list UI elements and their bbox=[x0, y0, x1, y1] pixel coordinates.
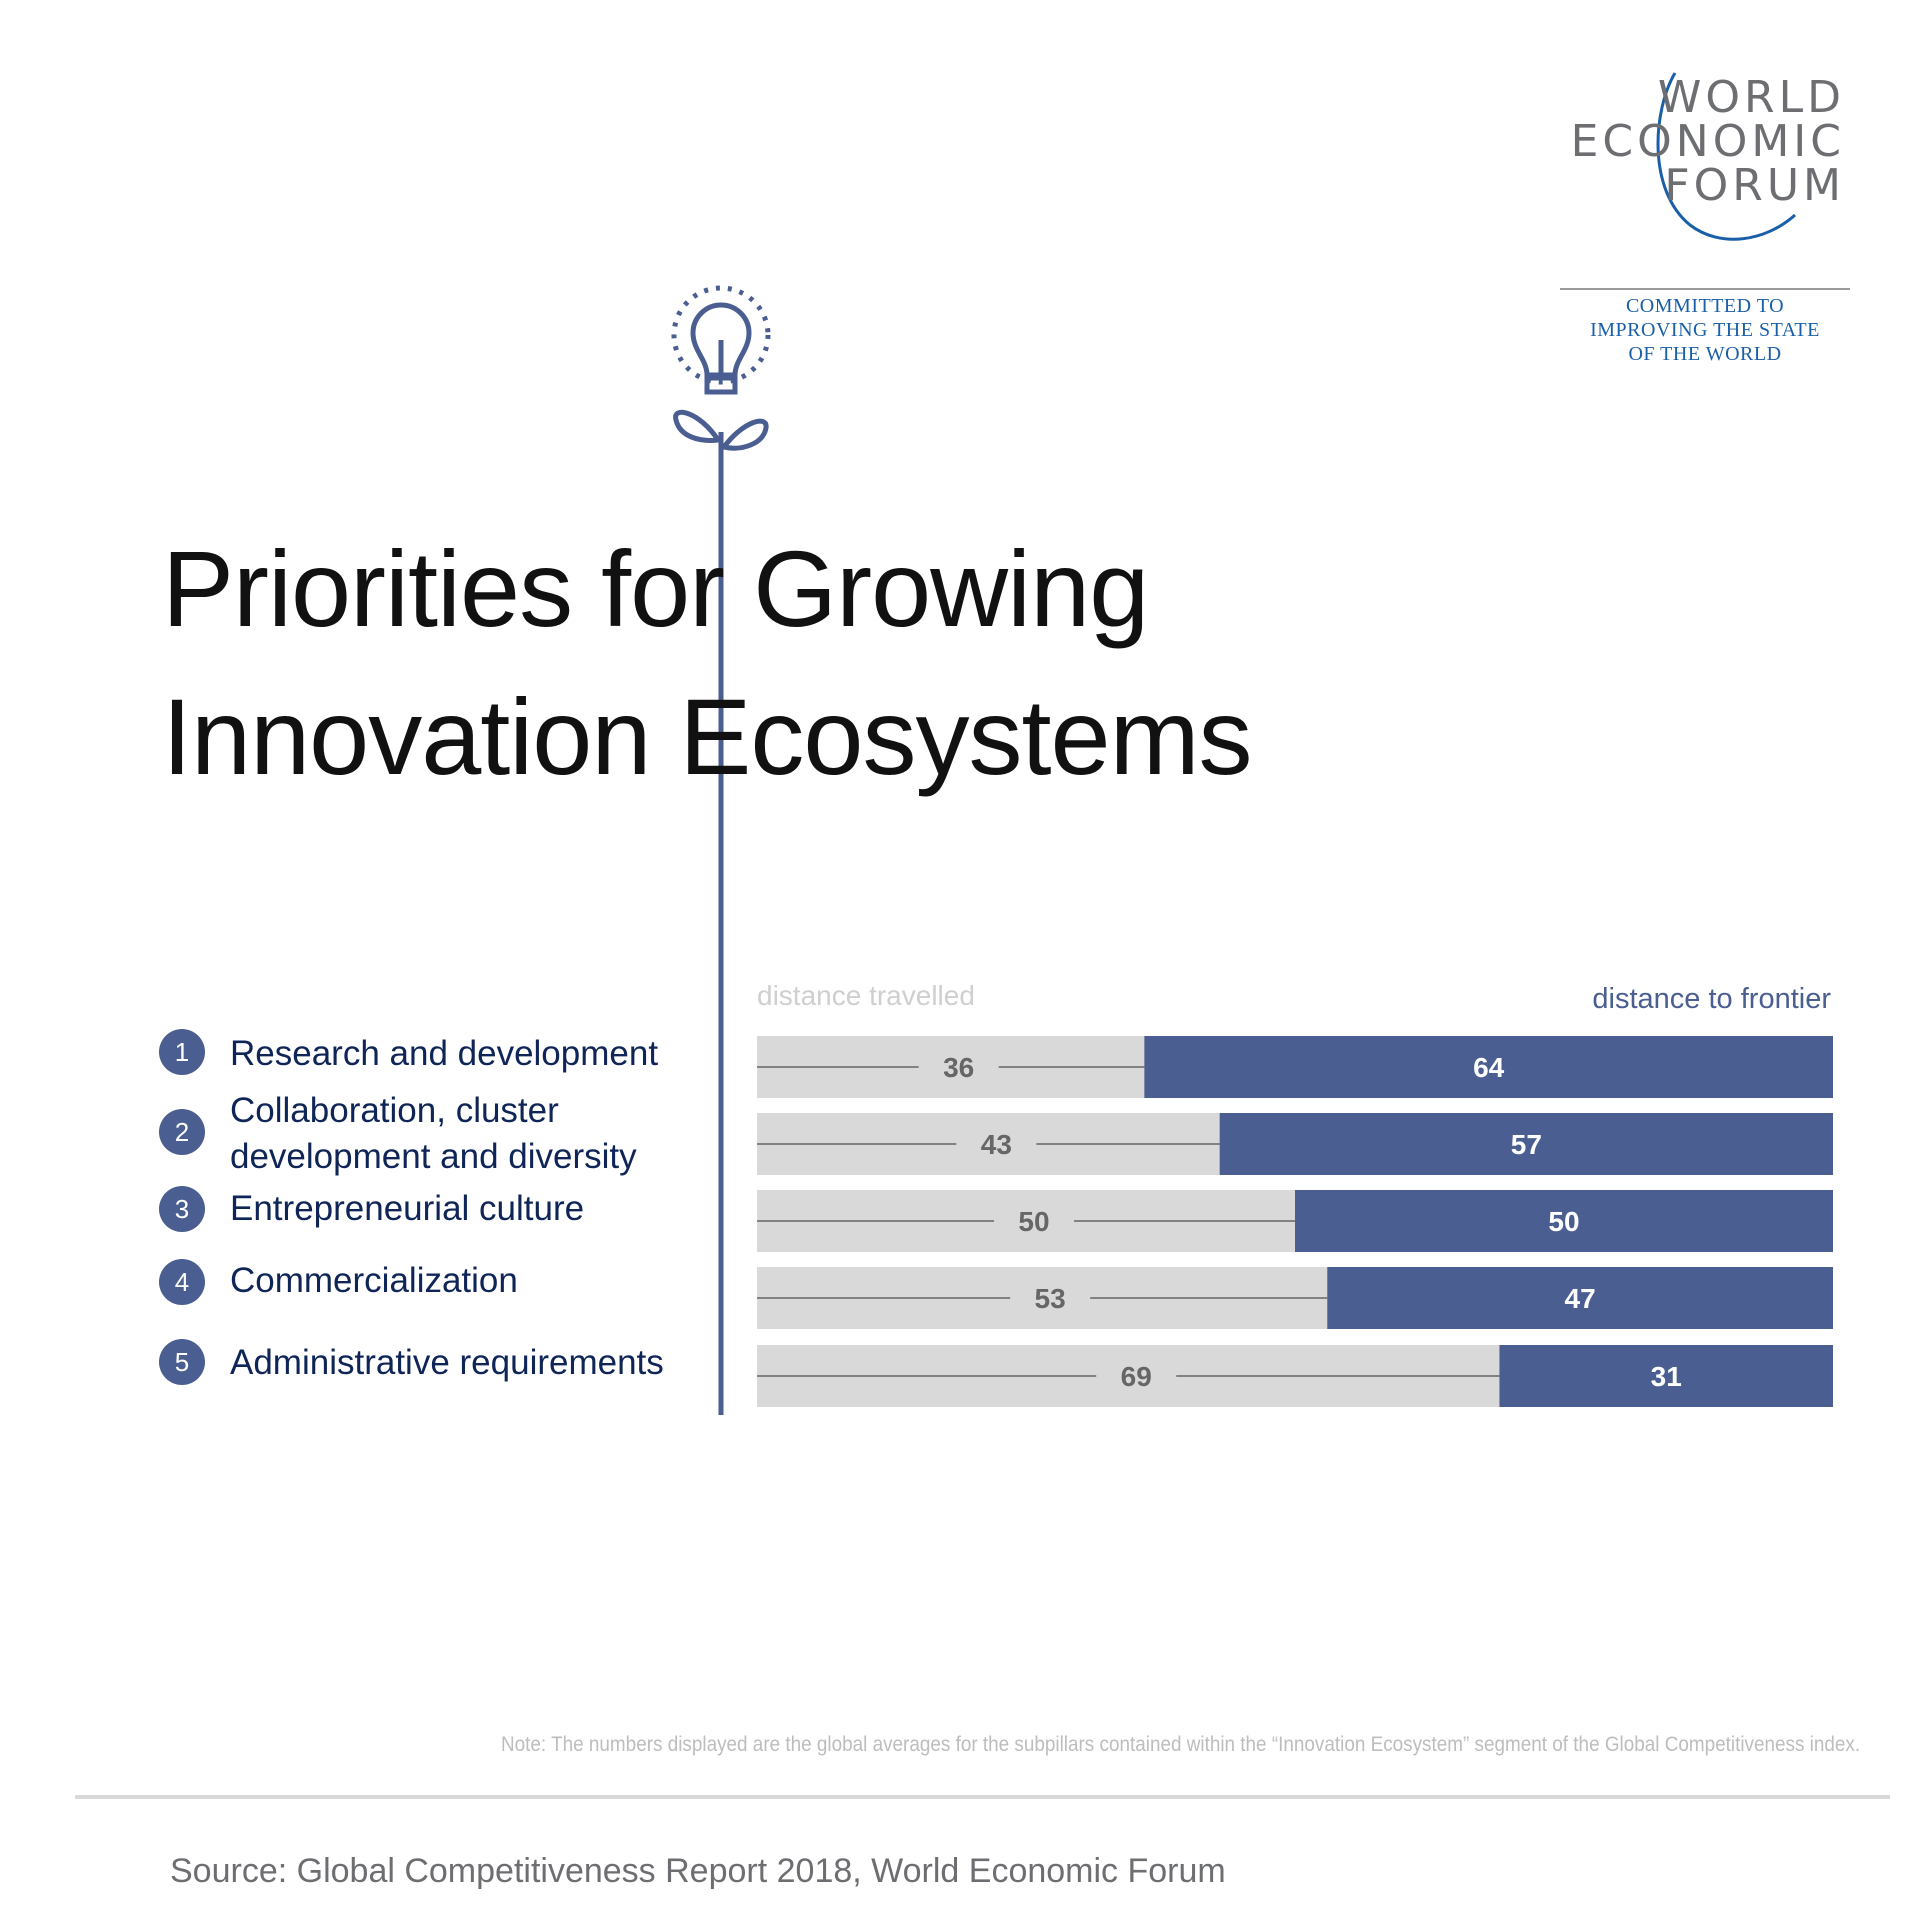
category-badge-number-2: 2 bbox=[175, 1117, 189, 1147]
value-label-travelled-1: 36 bbox=[943, 1052, 974, 1083]
bar-frontier-4 bbox=[1327, 1267, 1833, 1329]
logo-tagline-3: OF THE WORLD bbox=[1628, 343, 1782, 365]
lightbulb-icon bbox=[671, 285, 771, 451]
legend-distance-to-frontier: distance to frontier bbox=[1592, 983, 1831, 1015]
category-label-2-line-2: development and diversity bbox=[230, 1137, 637, 1176]
category-badge-number-5: 5 bbox=[175, 1347, 189, 1377]
wef-logo: WORLD ECONOMIC FORUM COMMITTED TO IMPROV… bbox=[1555, 70, 1855, 370]
category-label-5: Administrative requirements bbox=[230, 1343, 664, 1382]
logo-line-1: WORLD bbox=[1657, 72, 1845, 123]
category-label-2-line-1: Collaboration, cluster bbox=[230, 1091, 559, 1130]
category-badge-4 bbox=[159, 1259, 205, 1305]
logo-tagline-1: COMMITTED TO bbox=[1625, 295, 1785, 317]
category-badge-3 bbox=[159, 1186, 205, 1232]
value-label-travelled-2: 43 bbox=[981, 1129, 1012, 1160]
logo-line-3: FORUM bbox=[1664, 160, 1845, 211]
bar-frontier-5 bbox=[1499, 1345, 1833, 1407]
bar-frontier-1 bbox=[1144, 1036, 1833, 1098]
value-label-frontier-3: 50 bbox=[1548, 1206, 1579, 1237]
category-badge-number-4: 4 bbox=[175, 1267, 189, 1297]
logo-line-2: ECONOMIC bbox=[1570, 116, 1845, 167]
value-label-frontier-4: 47 bbox=[1565, 1283, 1596, 1314]
value-label-frontier-1: 64 bbox=[1473, 1052, 1505, 1083]
value-label-travelled-5: 69 bbox=[1121, 1361, 1152, 1392]
bar-frontier-3 bbox=[1295, 1190, 1833, 1252]
value-label-travelled-4: 53 bbox=[1035, 1283, 1066, 1314]
value-label-frontier-2: 57 bbox=[1511, 1129, 1542, 1160]
logo-swoosh-icon bbox=[1656, 72, 1797, 241]
footer-divider bbox=[75, 1795, 1890, 1799]
value-label-frontier-5: 31 bbox=[1651, 1361, 1682, 1392]
page-title-line-1: Priorities for Growing bbox=[162, 528, 1149, 649]
bar-frontier-2 bbox=[1219, 1113, 1833, 1175]
category-badge-5 bbox=[159, 1339, 205, 1385]
value-label-travelled-3: 50 bbox=[1018, 1206, 1049, 1237]
category-label-3: Entrepreneurial culture bbox=[230, 1189, 584, 1228]
page-title-line-2: Innovation Ecosystems bbox=[162, 676, 1253, 797]
logo-rule bbox=[1560, 288, 1850, 290]
category-badge-number-1: 1 bbox=[175, 1037, 189, 1067]
category-label-4: Commercialization bbox=[230, 1261, 518, 1300]
source-text: Source: Global Competitiveness Report 20… bbox=[170, 1852, 1226, 1890]
chart-note: Note: The numbers displayed are the glob… bbox=[500, 1733, 1860, 1756]
category-badge-1 bbox=[159, 1029, 205, 1075]
category-badge-number-3: 3 bbox=[175, 1194, 189, 1224]
logo-tagline-2: IMPROVING THE STATE bbox=[1590, 319, 1820, 341]
legend-distance-travelled: distance travelled bbox=[757, 980, 975, 1011]
category-label-1: Research and development bbox=[230, 1034, 658, 1073]
category-badge-2 bbox=[159, 1109, 205, 1155]
